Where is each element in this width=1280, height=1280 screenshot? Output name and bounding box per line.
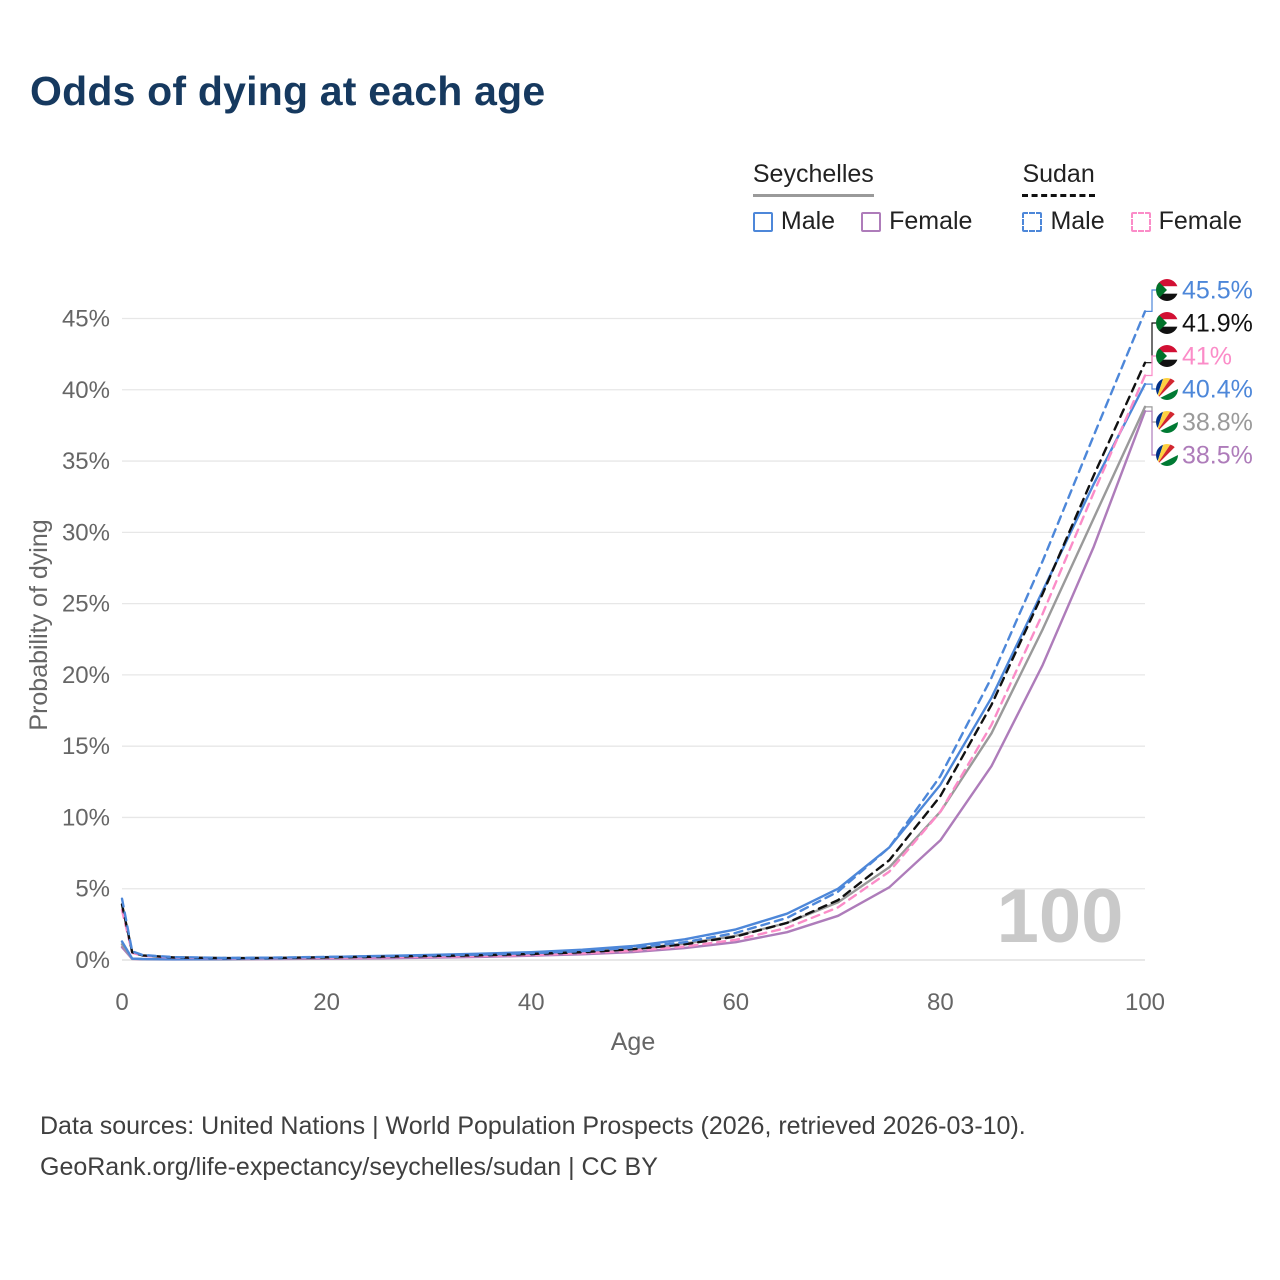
y-tick-label: 15%	[62, 733, 110, 760]
legend-swatch-seychelles-female[interactable]	[861, 211, 882, 232]
axis-tick-labels: 0% 5% 10% 15% 20% 25% 30% 35% 40% 45% 0 20 40 60 80 100	[62, 306, 1165, 1016]
y-tick-label: 20%	[62, 662, 110, 689]
y-tick-label: 30%	[62, 519, 110, 546]
y-tick-label: 25%	[62, 591, 110, 618]
end-label-sudan-female: 41%	[1182, 343, 1232, 371]
y-tick-label: 10%	[62, 804, 110, 831]
legend-swatch-seychelles-male[interactable]	[752, 211, 773, 232]
y-axis-title: Probability of dying	[25, 519, 53, 730]
series-line-sudan-both	[120, 361, 1147, 960]
attribution-line: GeoRank.org/life-expectancy/seychelles/s…	[40, 1153, 658, 1181]
legend-items-sudan: Male Female	[1022, 207, 1242, 236]
legend-country-seychelles[interactable]: Seychelles	[752, 160, 874, 197]
series-line-sudan-male	[120, 310, 1147, 960]
end-label-sudan-male: 45.5%	[1182, 277, 1253, 305]
y-tick-label: 0%	[75, 947, 110, 974]
legend-item-sudan-female[interactable]: Female	[1130, 207, 1242, 236]
legend-label: Male	[1050, 207, 1105, 235]
legend-item-sudan-male[interactable]: Male	[1022, 207, 1105, 236]
legend-swatch-sudan-male[interactable]	[1022, 211, 1043, 232]
series-line-seychelles-both	[120, 405, 1147, 961]
end-label-sudan-both: 41.9%	[1182, 310, 1253, 338]
end-label-leader-seychelles-male	[1146, 383, 1156, 390]
legend-country-sudan[interactable]: Sudan	[1022, 160, 1095, 197]
legend: Seychelles Male Female Sudan Male Female	[752, 160, 1242, 236]
seychelles-flag-icon	[1156, 378, 1178, 400]
seychelles-flag-icon	[1156, 444, 1178, 466]
x-tick-label: 100	[1125, 989, 1165, 1016]
x-tick-label: 0	[115, 989, 128, 1016]
x-tick-label: 80	[927, 989, 954, 1016]
end-label-seychelles-female: 38.5%	[1182, 442, 1253, 470]
y-tick-label: 40%	[62, 377, 110, 404]
age-watermark: 100	[997, 874, 1124, 959]
y-tick-label: 45%	[62, 306, 110, 333]
legend-label: Female	[889, 207, 973, 235]
series-line-seychelles-male	[120, 382, 1147, 961]
sudan-flag-icon	[1156, 345, 1178, 367]
end-label-leader-sudan-both	[1146, 322, 1156, 364]
x-tick-label: 40	[518, 989, 545, 1016]
legend-group-sudan: Sudan Male Female	[1022, 160, 1242, 236]
series-end-labels: 45.5% 41.9% 41% 40.4% 38.8% 38.5%	[1146, 277, 1253, 470]
data-sources-line: Data sources: United Nations | World Pop…	[40, 1112, 1026, 1140]
legend-swatch-sudan-female[interactable]	[1130, 211, 1151, 232]
x-tick-label: 60	[722, 989, 749, 1016]
y-tick-label: 5%	[75, 876, 110, 903]
series-line-seychelles-female	[120, 410, 1147, 961]
y-tick-label: 35%	[62, 448, 110, 475]
legend-label: Female	[1158, 207, 1242, 235]
legend-label: Male	[780, 207, 836, 235]
gridlines	[122, 317, 1145, 961]
end-label-leader-seychelles-female	[1146, 410, 1156, 456]
end-label-leader-sudan-female	[1146, 355, 1156, 377]
end-label-leader-sudan-male	[1146, 289, 1156, 312]
legend-items-seychelles: Male Female	[752, 207, 972, 236]
sudan-flag-icon	[1156, 312, 1178, 334]
end-label-seychelles-both: 38.8%	[1182, 409, 1253, 437]
end-label-leader-seychelles-both	[1146, 406, 1156, 423]
x-axis-title: Age	[611, 1028, 655, 1056]
legend-group-seychelles: Seychelles Male Female	[752, 160, 972, 236]
series-line-sudan-female	[120, 374, 1147, 960]
end-label-seychelles-male: 40.4%	[1182, 376, 1253, 404]
series-lines	[120, 310, 1147, 961]
legend-item-seychelles-female[interactable]: Female	[861, 207, 972, 236]
seychelles-flag-icon	[1156, 411, 1178, 433]
x-tick-label: 20	[313, 989, 340, 1016]
footer: Data sources: United Nations | World Pop…	[40, 1106, 1026, 1188]
page-title: Odds of dying at each age	[30, 68, 546, 114]
mortality-line-chart: 0% 5% 10% 15% 20% 25% 30% 35% 40% 45% 0 20 40 60 80 100…	[25, 277, 1253, 1057]
sudan-flag-icon	[1156, 279, 1178, 301]
legend-item-seychelles-male[interactable]: Male	[752, 207, 836, 236]
